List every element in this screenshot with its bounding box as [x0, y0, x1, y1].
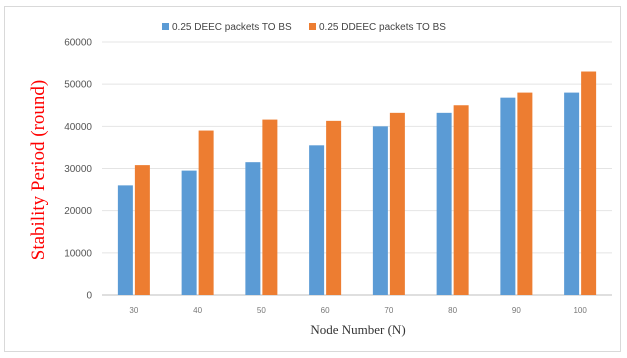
bar-ddeec	[581, 71, 597, 296]
legend-label: 0.25 DDEEC packets TO BS	[319, 22, 446, 33]
x-tick-label: 30	[129, 306, 138, 315]
y-tick-label: 30000	[64, 164, 92, 175]
y-tick-label: 60000	[64, 38, 92, 49]
y-tick-label: 40000	[64, 122, 92, 133]
bar-ddeec	[517, 92, 533, 295]
x-tick-label: 50	[257, 306, 266, 315]
x-tick-label: 70	[384, 306, 393, 315]
legend-label: 0.25 DEEC packets TO BS	[172, 22, 292, 33]
bar-deec	[436, 112, 452, 295]
x-tick-label: 40	[193, 306, 202, 315]
y-axis-ticks: 0 10000 20000 30000 40000 50000 60000	[64, 38, 92, 302]
bar-ddeec	[198, 130, 214, 295]
gridlines	[102, 41, 612, 296]
bar-deec	[309, 145, 325, 295]
bars	[117, 71, 597, 296]
y-tick-label: 50000	[64, 80, 92, 91]
x-tick-label: 100	[573, 306, 587, 315]
x-tick-label: 80	[448, 306, 457, 315]
bar-deec	[117, 185, 133, 295]
x-axis-label: Node Number (N)	[310, 322, 405, 337]
y-tick-label: 10000	[64, 248, 92, 259]
legend-swatch	[309, 23, 316, 30]
bar-deec	[181, 170, 197, 295]
x-tick-label: 60	[321, 306, 330, 315]
bar-ddeec	[389, 112, 405, 295]
bar-ddeec	[134, 165, 150, 295]
bar-ddeec	[262, 119, 278, 295]
bar-deec	[372, 126, 388, 295]
legend: 0.25 DEEC packets TO BS 0.25 DDEEC packet…	[162, 22, 446, 33]
bar-ddeec	[326, 120, 342, 295]
bar-deec	[564, 92, 580, 295]
bar-deec	[500, 97, 516, 295]
y-tick-label: 0	[86, 291, 92, 302]
bar-ddeec	[453, 105, 469, 295]
y-tick-label: 20000	[64, 206, 92, 217]
x-axis-ticks: 30 40 50 60 70 80 90 100	[129, 306, 587, 315]
x-tick-label: 90	[512, 306, 521, 315]
y-axis-label: Stability Period (round)	[28, 80, 49, 260]
bar-deec	[245, 162, 261, 295]
legend-swatch	[162, 23, 169, 30]
